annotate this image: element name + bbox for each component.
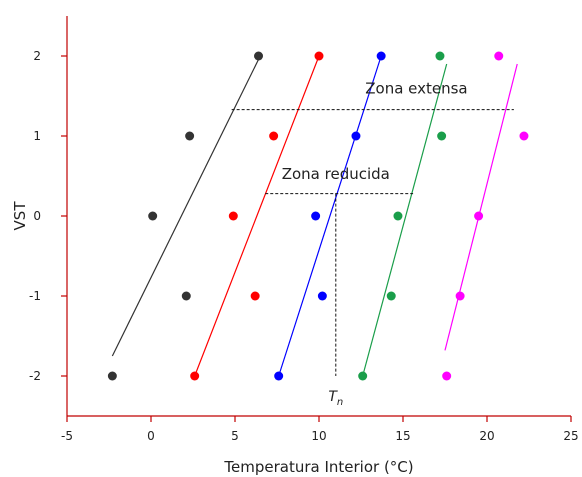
point-3-0 — [358, 371, 368, 381]
annotations: Zona extensa Zona reducida — [231, 80, 514, 376]
point-4-2 — [474, 211, 484, 221]
point-4-3 — [519, 131, 529, 141]
point-2-3 — [351, 131, 361, 141]
x-tick-label-3: 10 — [311, 429, 326, 443]
y-tick-label-3: 1 — [33, 129, 41, 143]
zone-label-1: Zona reducida — [282, 165, 390, 183]
tn-label-main: T — [328, 389, 338, 405]
point-0-4 — [254, 51, 264, 61]
tn-label-subscript: n — [337, 397, 343, 408]
zone-label-0: Zona extensa — [365, 80, 467, 98]
data-points — [107, 51, 529, 381]
x-tick-label-1: 0 — [147, 429, 155, 443]
point-4-4 — [494, 51, 504, 61]
point-2-1 — [317, 291, 327, 301]
x-tick-label-2: 5 — [231, 429, 239, 443]
x-tick-label-4: 15 — [395, 429, 410, 443]
ticks: -5 0 5 10 15 20 25 -2 -1 0 1 2 — [29, 49, 579, 443]
fit-line-1 — [194, 55, 320, 377]
point-4-0 — [442, 371, 452, 381]
y-axis-title: VST — [11, 201, 29, 231]
fit-line-2 — [278, 55, 382, 377]
x-axis-title: Temperatura Interior (°C) — [223, 458, 413, 476]
point-1-0 — [190, 371, 200, 381]
point-4-1 — [455, 291, 465, 301]
point-2-4 — [376, 51, 386, 61]
x-tick-label-6: 25 — [563, 429, 578, 443]
point-1-3 — [269, 131, 279, 141]
y-tick-label-4: 2 — [33, 49, 41, 63]
point-0-0 — [107, 371, 117, 381]
point-2-2 — [311, 211, 321, 221]
point-0-3 — [185, 131, 195, 141]
point-3-4 — [435, 51, 445, 61]
point-3-1 — [386, 291, 396, 301]
fit-line-0 — [111, 55, 261, 357]
fit-line-3 — [362, 63, 448, 377]
y-tick-label-0: -2 — [29, 369, 41, 383]
point-0-2 — [148, 211, 158, 221]
point-1-4 — [314, 51, 324, 61]
fit-line-4 — [444, 63, 518, 351]
point-1-2 — [228, 211, 238, 221]
point-1-1 — [250, 291, 260, 301]
y-tick-label-1: -1 — [29, 289, 41, 303]
y-tick-label-2: 0 — [33, 209, 41, 223]
point-3-3 — [437, 131, 447, 141]
point-2-0 — [274, 371, 284, 381]
point-0-1 — [181, 291, 191, 301]
x-tick-label-0: -5 — [61, 429, 73, 443]
tn-label: Tn — [328, 389, 343, 408]
point-3-2 — [393, 211, 403, 221]
x-tick-label-5: 20 — [479, 429, 494, 443]
